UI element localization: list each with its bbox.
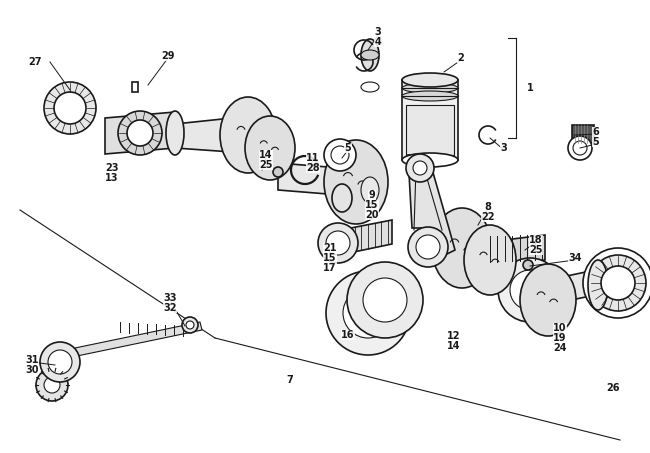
- Circle shape: [583, 248, 650, 318]
- Circle shape: [510, 270, 550, 310]
- Text: 30: 30: [25, 365, 39, 375]
- Circle shape: [326, 231, 350, 255]
- Text: 6: 6: [593, 127, 599, 137]
- Circle shape: [44, 82, 96, 134]
- Ellipse shape: [361, 39, 379, 71]
- Text: 26: 26: [606, 383, 619, 393]
- Ellipse shape: [220, 97, 276, 173]
- Text: 17: 17: [323, 263, 337, 273]
- Circle shape: [186, 321, 194, 329]
- Ellipse shape: [402, 91, 458, 101]
- Ellipse shape: [324, 140, 388, 224]
- Text: 9: 9: [369, 190, 376, 200]
- Ellipse shape: [464, 225, 516, 295]
- Circle shape: [273, 167, 283, 177]
- Circle shape: [36, 369, 68, 401]
- Text: 7: 7: [287, 375, 293, 385]
- Circle shape: [182, 317, 198, 333]
- Text: 23: 23: [105, 163, 119, 173]
- Text: 25: 25: [259, 160, 273, 170]
- Text: 19: 19: [553, 333, 567, 343]
- Ellipse shape: [520, 264, 576, 336]
- Text: 3: 3: [500, 143, 508, 153]
- Text: 32: 32: [163, 303, 177, 313]
- Ellipse shape: [166, 111, 184, 155]
- Circle shape: [127, 120, 153, 146]
- Text: 14: 14: [447, 341, 461, 351]
- Circle shape: [40, 342, 80, 382]
- Circle shape: [326, 271, 410, 355]
- Circle shape: [331, 146, 349, 164]
- Circle shape: [413, 161, 427, 175]
- Text: 4: 4: [374, 37, 382, 47]
- Polygon shape: [278, 163, 340, 195]
- Text: 5: 5: [344, 143, 352, 153]
- Ellipse shape: [402, 153, 458, 167]
- Text: 16: 16: [341, 330, 355, 340]
- Ellipse shape: [361, 82, 379, 92]
- Ellipse shape: [245, 116, 295, 180]
- Circle shape: [406, 154, 434, 182]
- Circle shape: [318, 223, 358, 263]
- Circle shape: [324, 139, 356, 171]
- Circle shape: [416, 235, 440, 259]
- Circle shape: [601, 266, 635, 300]
- Text: 2: 2: [458, 53, 464, 63]
- Circle shape: [48, 350, 72, 374]
- Ellipse shape: [332, 184, 352, 212]
- Text: 25: 25: [529, 245, 543, 255]
- Circle shape: [347, 262, 423, 338]
- Polygon shape: [408, 155, 455, 255]
- Text: 24: 24: [553, 343, 567, 353]
- Text: 15: 15: [323, 253, 337, 263]
- Text: 34: 34: [568, 253, 582, 263]
- Circle shape: [590, 255, 646, 311]
- Ellipse shape: [432, 208, 492, 288]
- Text: 5: 5: [593, 137, 599, 147]
- Ellipse shape: [402, 83, 458, 93]
- Circle shape: [408, 227, 448, 267]
- Circle shape: [54, 92, 86, 124]
- Text: 12: 12: [447, 331, 461, 341]
- Text: 28: 28: [306, 163, 320, 173]
- Text: 27: 27: [28, 57, 42, 67]
- Polygon shape: [488, 235, 545, 268]
- Text: 14: 14: [259, 150, 273, 160]
- Text: 20: 20: [365, 210, 379, 220]
- Circle shape: [118, 111, 162, 155]
- Ellipse shape: [361, 50, 379, 60]
- Polygon shape: [175, 118, 232, 152]
- Ellipse shape: [402, 73, 458, 87]
- Polygon shape: [325, 220, 392, 258]
- Text: 22: 22: [481, 212, 495, 222]
- Text: 18: 18: [529, 235, 543, 245]
- Text: 3: 3: [374, 27, 382, 37]
- Circle shape: [573, 141, 587, 155]
- Text: 31: 31: [25, 355, 39, 365]
- Ellipse shape: [361, 177, 379, 203]
- Text: 29: 29: [161, 51, 175, 61]
- Text: 21: 21: [323, 243, 337, 253]
- Circle shape: [523, 260, 533, 270]
- Polygon shape: [75, 322, 202, 356]
- Text: 33: 33: [163, 293, 177, 303]
- Circle shape: [498, 258, 562, 322]
- Circle shape: [568, 136, 592, 160]
- Text: 8: 8: [484, 202, 491, 212]
- Polygon shape: [548, 270, 595, 305]
- Polygon shape: [105, 112, 175, 154]
- Text: 15: 15: [365, 200, 379, 210]
- Circle shape: [343, 288, 393, 338]
- Bar: [406, 105, 454, 155]
- Text: 10: 10: [553, 323, 567, 333]
- Ellipse shape: [588, 260, 608, 310]
- Circle shape: [363, 278, 407, 322]
- Text: 1: 1: [526, 83, 534, 93]
- Bar: [132, 82, 138, 92]
- Text: 13: 13: [105, 173, 119, 183]
- Circle shape: [44, 377, 60, 393]
- Text: 11: 11: [306, 153, 320, 163]
- Bar: [572, 125, 594, 143]
- Bar: [402, 80, 458, 160]
